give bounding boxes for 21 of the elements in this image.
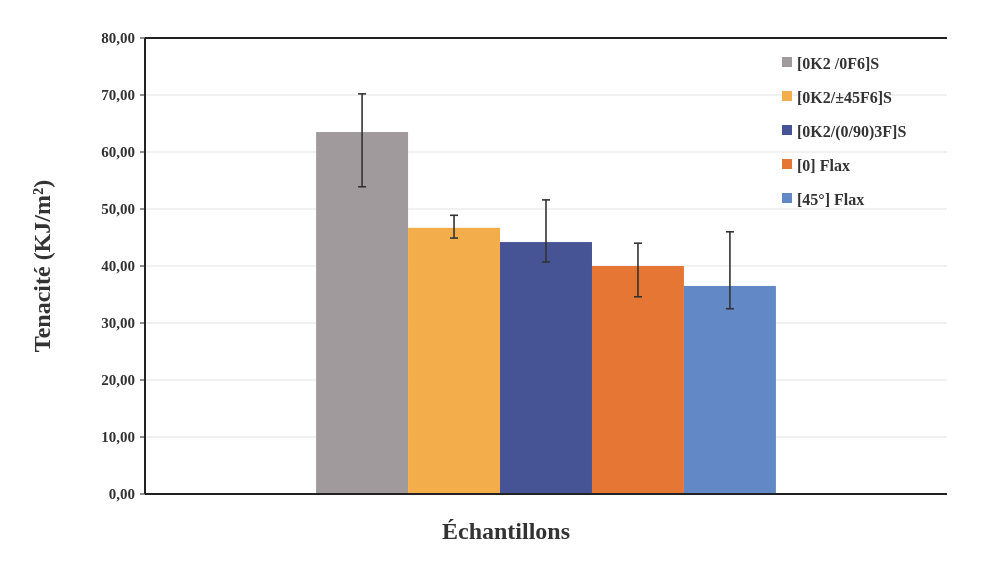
bar bbox=[591, 266, 684, 494]
y-tick-label: 40,00 bbox=[101, 258, 135, 275]
y-axis-title: Tenacité (KJ/m²) bbox=[29, 179, 55, 353]
bar bbox=[316, 132, 409, 494]
bar bbox=[408, 227, 501, 494]
y-tick-label: 0,00 bbox=[108, 486, 135, 503]
x-axis-title: Échantillons bbox=[441, 518, 571, 544]
y-tick-label: 30,00 bbox=[101, 315, 135, 332]
legend-label: [0K2/±45F6]S bbox=[797, 88, 893, 106]
y-tick-label: 50,00 bbox=[101, 201, 135, 218]
y-tick-label: 20,00 bbox=[101, 372, 135, 389]
legend-label: [0K2/(0/90)3F]S bbox=[797, 122, 907, 141]
legend-label: [0] Flax bbox=[797, 156, 850, 174]
y-tick-label: 80,00 bbox=[101, 30, 135, 47]
y-tick-label: 70,00 bbox=[101, 87, 135, 104]
legend-label: [45°] Flax bbox=[797, 190, 865, 208]
y-tick-label: 10,00 bbox=[101, 429, 135, 446]
bar bbox=[500, 242, 592, 494]
y-tick-label: 60,00 bbox=[101, 144, 135, 161]
legend-label: [0K2 /0F6]S bbox=[797, 54, 880, 72]
bar bbox=[683, 285, 776, 494]
